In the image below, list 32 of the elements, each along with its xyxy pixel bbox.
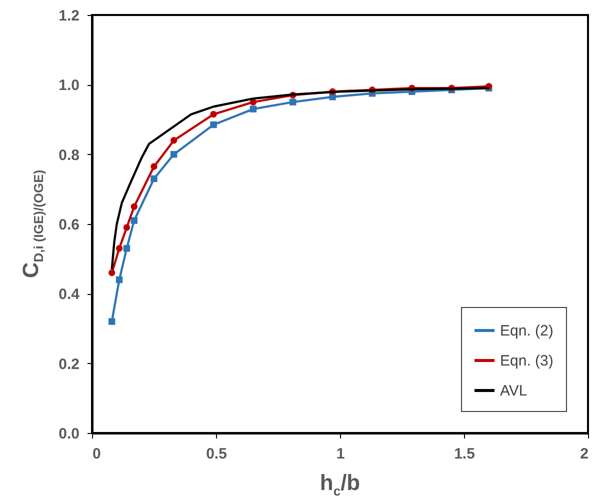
y-tick-label: 1.0 bbox=[58, 77, 80, 94]
point bbox=[108, 318, 116, 325]
point bbox=[170, 137, 178, 144]
legend-label: Eqn. (3) bbox=[500, 352, 554, 370]
point bbox=[150, 175, 158, 182]
point bbox=[123, 224, 130, 231]
point bbox=[290, 98, 296, 106]
y-tick-label: 0.0 bbox=[58, 426, 80, 442]
point bbox=[250, 106, 257, 112]
x-tick-label: 0.5 bbox=[206, 446, 227, 462]
x-tick-label: 1 bbox=[336, 446, 345, 462]
point bbox=[116, 245, 123, 252]
point bbox=[116, 276, 123, 284]
x-tick-label: 2 bbox=[580, 446, 588, 462]
y-tick-label: 0.8 bbox=[58, 146, 80, 164]
point bbox=[210, 110, 217, 118]
point bbox=[130, 217, 138, 224]
point bbox=[170, 150, 178, 158]
legend-label: AVL bbox=[500, 382, 528, 400]
x-tick-label: 1.5 bbox=[454, 446, 475, 462]
point bbox=[130, 203, 138, 210]
x-axis-title: h$_{c}$/b bbox=[320, 470, 360, 498]
point bbox=[108, 269, 116, 276]
y-tick-label: 0.6 bbox=[58, 216, 80, 234]
y-tick-label: 0.4 bbox=[58, 286, 80, 304]
point bbox=[150, 163, 158, 170]
y-tick-label: 1.2 bbox=[58, 8, 80, 24]
x-tick-label: 0 bbox=[92, 446, 101, 462]
point bbox=[210, 121, 217, 128]
legend-label: Eqn. (2) bbox=[500, 322, 554, 340]
point bbox=[123, 245, 130, 252]
y-tick-label: 0.2 bbox=[58, 356, 80, 373]
